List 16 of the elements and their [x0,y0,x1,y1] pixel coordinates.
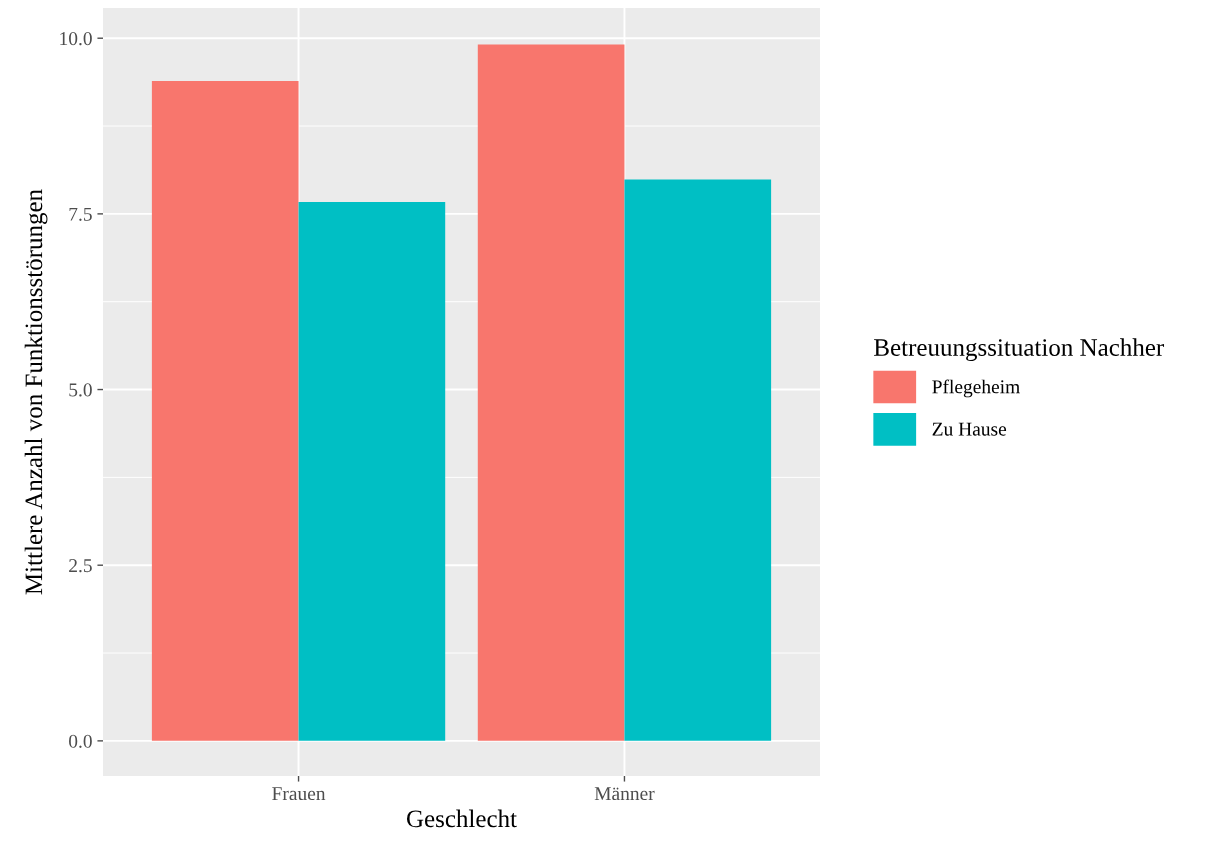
bar [151,81,299,741]
y-tick-label: 7.5 [69,207,92,221]
bar [477,44,625,741]
y-tick-label: 2.5 [69,559,92,573]
x-tick-label: Frauen [272,787,326,801]
y-tick-label: 10.0 [60,32,92,46]
y-axis-title: Mittlere Anzahl von Funktionsstörungen [24,189,48,595]
legend-label: Pflegeheim [932,379,1020,398]
legend-label: Zu Hause [932,422,1007,436]
y-tick-label: 5.0 [69,383,92,397]
legend-title: Betreuungssituation Nachher [874,338,1165,362]
bar [298,201,446,741]
x-tick-label: Männer [594,787,655,801]
x-axis-title: Geschlecht [406,809,517,828]
bar [624,179,772,741]
y-tick-label: 0.0 [69,734,92,748]
